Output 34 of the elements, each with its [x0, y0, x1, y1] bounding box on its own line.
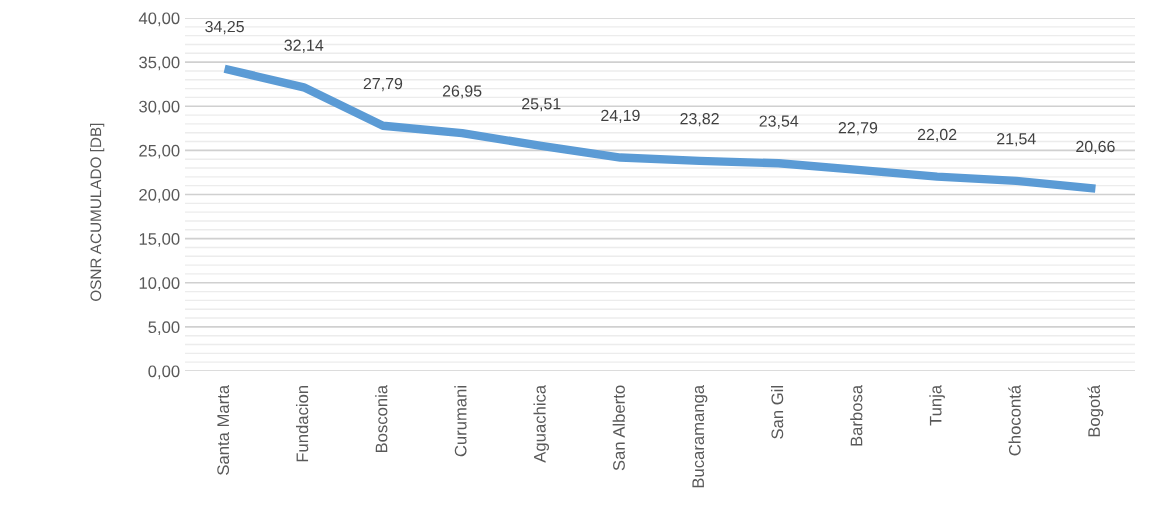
y-tick-label: 10,00: [139, 277, 180, 291]
data-label: 22,02: [917, 128, 957, 143]
x-tick-label: Santa Marta: [217, 384, 230, 475]
data-label: 20,66: [1076, 140, 1115, 155]
y-tick-label: 5,00: [148, 321, 180, 336]
x-tick-label: San Alberto: [612, 385, 625, 471]
x-tick-label: Barbosa: [850, 384, 863, 446]
y-tick-label: 20,00: [139, 188, 180, 203]
data-label: 24,19: [601, 109, 640, 123]
y-tick-label: 40,00: [138, 12, 180, 27]
data-label: 22,79: [838, 122, 878, 136]
data-label: 21,54: [997, 133, 1036, 147]
x-tick-label: Bosconia: [375, 384, 388, 453]
x-tick-label: Bogotá: [1087, 384, 1104, 437]
y-tick-label: 15,00: [139, 233, 180, 247]
x-tick-label: San Gil: [770, 386, 784, 439]
x-tick-label: Fundacion: [295, 385, 309, 462]
x-tick-label: Curumani: [454, 386, 467, 457]
y-tick-label: 35,00: [139, 56, 180, 71]
y-tick-label: 30,00: [139, 100, 180, 115]
x-tick-label: Tunja: [929, 384, 945, 426]
data-label: 27,79: [363, 77, 403, 92]
data-label: 26,95: [442, 85, 482, 99]
x-tick-label: Aguachica: [533, 384, 550, 463]
data-label: 25,51: [522, 98, 561, 112]
y-tick-label: 0,00: [148, 365, 180, 380]
data-label: 34,25: [205, 20, 244, 35]
data-label: 23,54: [759, 115, 799, 129]
data-label: 32,14: [284, 39, 324, 53]
y-tick-label: 25,00: [139, 144, 180, 159]
x-tick-label: Bucaramanga: [692, 384, 708, 488]
data-label: 23,82: [680, 112, 719, 127]
y-axis-title: OSNR ACUMULADO [DB]: [90, 123, 105, 301]
x-tick-label: Chocontá: [1008, 384, 1021, 456]
